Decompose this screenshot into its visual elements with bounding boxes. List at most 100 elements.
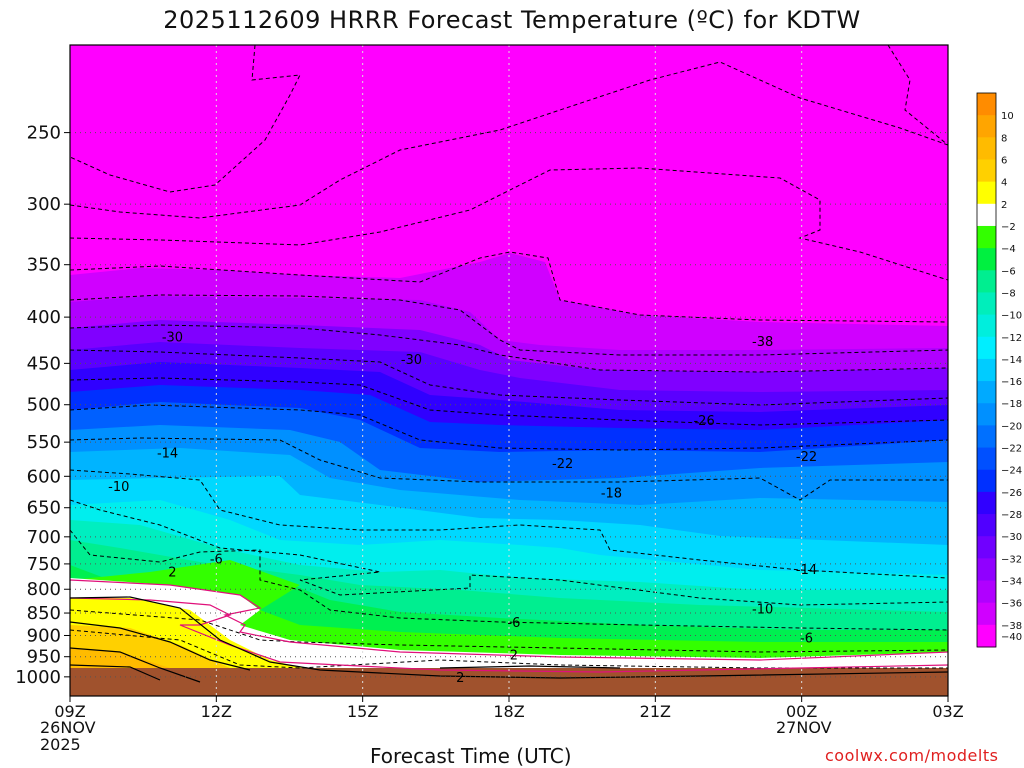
colorbar-swatch: [977, 159, 996, 183]
x-date-year: 2025: [40, 735, 81, 754]
contour-dashed: [70, 61, 948, 219]
contour-dashed: [70, 294, 948, 356]
credit-text: coolwx.com/modelts: [825, 746, 999, 765]
colorbar-label: −28: [1001, 510, 1022, 521]
x-axis-label: Forecast Time (UTC): [370, 744, 572, 768]
x-tick-label: 18Z: [493, 702, 524, 721]
contour-label: -14: [157, 447, 178, 462]
colorbar-swatch: [977, 358, 996, 382]
y-tick-label: 900: [27, 625, 61, 646]
contour-dashed: [70, 349, 948, 406]
colorbar-label: −2: [1001, 222, 1016, 233]
contour-freezing: [70, 597, 948, 673]
colorbar-label: −34: [1001, 577, 1022, 588]
contour-label: -38: [752, 335, 773, 350]
colorbar-swatch: [977, 491, 996, 515]
x-tick-label: 03Z: [932, 702, 963, 721]
colorbar-swatch: [977, 469, 996, 493]
colorbar-label: 6: [1001, 155, 1007, 166]
x-tick-label: 12Z: [201, 702, 232, 721]
colorbar-swatch: [977, 203, 996, 227]
colorbar-swatch: [977, 425, 996, 449]
colorbar-swatch: [977, 624, 996, 648]
contour-label: 2: [510, 649, 518, 664]
contour-solid: [70, 621, 251, 671]
colorbar-label: −36: [1001, 599, 1022, 610]
contour-dashed: [70, 529, 948, 631]
colorbar-swatch: [977, 115, 996, 138]
contour-dashed: [70, 499, 948, 606]
contour-solid: [70, 664, 161, 681]
x-date-day-1: 26NOV: [40, 718, 96, 737]
colorbar-label: −40: [1001, 632, 1022, 643]
contour-dashed: [70, 437, 948, 501]
contour-label: -26: [693, 414, 714, 429]
colorbar-label: −22: [1001, 444, 1022, 455]
y-tick-label: 300: [27, 194, 61, 215]
colorbar-label: −8: [1001, 288, 1016, 299]
y-tick-label: 500: [27, 395, 61, 416]
contour-label: -30: [162, 330, 183, 345]
colorbar-label: −12: [1001, 333, 1022, 344]
y-tick-label: 650: [27, 498, 61, 519]
y-axis: 2503003504004505005506006507007508008509…: [15, 123, 70, 688]
contour-label: -10: [108, 480, 129, 495]
colorbar-label: 2: [1001, 200, 1007, 211]
colorbar-label: −16: [1001, 377, 1022, 388]
contour-label: -6: [800, 632, 813, 647]
contour-dashed: [70, 251, 948, 323]
contour-freezing: [70, 579, 948, 661]
colorbar-swatch: [977, 336, 996, 360]
colorbar-label: −20: [1001, 421, 1022, 432]
contour-label: -6: [210, 553, 223, 568]
colorbar-swatch: [977, 292, 996, 316]
colorbar-swatch: [977, 558, 996, 582]
y-tick-label: 850: [27, 603, 61, 624]
contour-label: -22: [796, 450, 817, 465]
y-tick-label: 700: [27, 527, 61, 548]
contour-label: -22: [552, 457, 573, 472]
y-tick-label: 350: [27, 255, 61, 276]
contour-label: 2: [456, 671, 464, 686]
colorbar-swatch: [977, 536, 996, 559]
colorbar-swatch: [977, 137, 996, 160]
contour-dashed: [887, 45, 948, 146]
colorbar-swatch: [977, 447, 996, 471]
colorbar-label: −14: [1001, 355, 1022, 366]
y-tick-label: 950: [27, 647, 61, 668]
colorbar-label: −24: [1001, 466, 1022, 477]
x-date-day-2: 27NOV: [776, 718, 832, 737]
x-tick-label: 21Z: [640, 702, 671, 721]
contour-labels: -30 -30 -38 -26 -22 -22 -18 -14 -14 -10 -10 -6 -6 -6 2…: [108, 330, 817, 686]
contour-label: -14: [796, 563, 817, 578]
colorbar-label: −30: [1001, 532, 1022, 543]
colorbar-swatch: [977, 602, 996, 626]
contour-dashed: [70, 609, 948, 653]
y-tick-label: 750: [27, 554, 61, 575]
contour-label: 2: [168, 566, 176, 581]
colorbar-label: −32: [1001, 554, 1022, 565]
colorbar-label: −6: [1001, 266, 1016, 277]
contour-dashed: [70, 469, 948, 579]
colorbar-swatch: [977, 248, 996, 271]
colorbar-swatch: [977, 514, 996, 537]
colorbar-label: −26: [1001, 488, 1022, 499]
contour-dashed: [70, 324, 948, 373]
colorbar: 10 8 6 4 2 −2 −4 −6 −8 −10 −12 −14 −16 −18 −20 −22 −24 −2…: [976, 92, 1022, 648]
colorbar-label: 4: [1001, 178, 1007, 189]
contour-label: -10: [752, 602, 773, 617]
colorbar-label: 8: [1001, 133, 1007, 144]
contour-dashed: [70, 167, 948, 281]
colorbar-swatch: [977, 580, 996, 604]
contour-label: -30: [401, 353, 422, 368]
y-tick-label: 400: [27, 307, 61, 328]
colorbar-swatch: [977, 403, 996, 426]
contour-label: -6: [507, 616, 520, 631]
x-tick-label: 09Z: [54, 702, 85, 721]
colorbar-swatch: [977, 225, 996, 249]
contour-solid: [70, 647, 201, 683]
chart-gridlines: [70, 45, 948, 696]
y-tick-label: 600: [27, 466, 61, 487]
chart-title: 2025112609 HRRR Forecast Temperature (ºC…: [163, 6, 861, 34]
